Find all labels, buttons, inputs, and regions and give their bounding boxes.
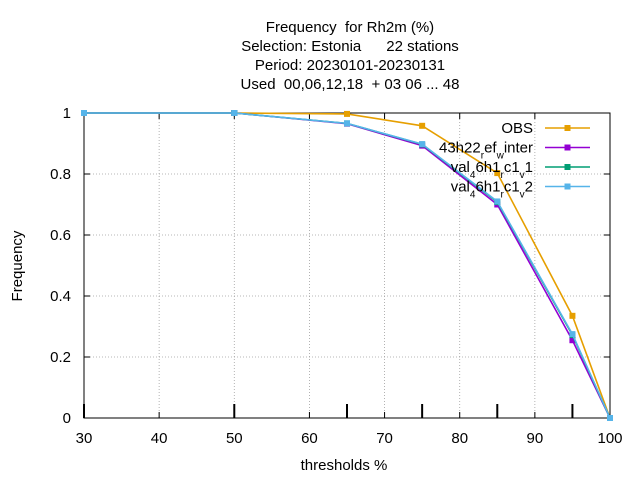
y-axis-ticks: 0 0.2 0.4 0.6 0.8 1 xyxy=(50,105,610,427)
x-tick-label: 70 xyxy=(376,430,393,447)
chart-title: Frequency for Rh2m (%) Selection: Estonia… xyxy=(241,19,460,93)
x-tick-label: 90 xyxy=(527,430,544,447)
data-point xyxy=(419,141,426,148)
legend-swatch-point xyxy=(564,164,571,170)
data-point xyxy=(494,198,501,205)
title-line: Frequency for Rh2m (%) xyxy=(266,19,434,36)
y-axis-label: Frequency xyxy=(9,230,26,301)
x-tick-label: 40 xyxy=(151,430,168,447)
legend-label: 43h22refwinter xyxy=(439,140,533,162)
grid-lines xyxy=(84,113,610,418)
data-point xyxy=(419,122,426,129)
title-line: Selection: Estonia 22 stations xyxy=(241,38,459,55)
y-tick-label: 0.4 xyxy=(50,288,71,305)
series-lines xyxy=(81,110,613,421)
data-point xyxy=(569,312,576,319)
x-tick-label: 100 xyxy=(597,430,622,447)
x-tick-label: 80 xyxy=(451,430,468,447)
x-axis-ticks: 30 40 50 60 70 80 90 100 xyxy=(76,113,623,447)
legend-swatch-point xyxy=(564,144,571,151)
title-line: Used 00,06,12,18 + 03 06 ... 48 xyxy=(241,76,460,93)
title-line: Period: 20230101-20230131 xyxy=(255,57,445,74)
legend-label: OBS xyxy=(501,120,533,137)
x-axis-label: thresholds % xyxy=(301,457,388,474)
data-point xyxy=(494,170,501,177)
legend: OBS 43h22refwinterval46h1rc1v1val46h1rc1v… xyxy=(439,120,590,200)
data-point xyxy=(569,331,576,338)
threshold-markers xyxy=(83,404,574,418)
x-tick-label: 50 xyxy=(226,430,243,447)
legend-swatch-point xyxy=(564,183,571,190)
data-point xyxy=(81,110,87,116)
y-tick-label: 1 xyxy=(63,105,71,122)
legend-label: val46h1rc1v1 xyxy=(451,159,533,181)
data-point xyxy=(231,110,238,116)
y-tick-label: 0.2 xyxy=(50,349,71,366)
legend-label: val46h1rc1v2 xyxy=(451,179,533,201)
data-point xyxy=(569,337,576,344)
y-tick-label: 0 xyxy=(63,410,71,427)
data-point xyxy=(607,415,613,421)
x-tick-label: 60 xyxy=(301,430,318,447)
x-tick-label: 30 xyxy=(76,430,93,447)
data-point xyxy=(344,120,350,127)
data-point xyxy=(344,110,350,117)
y-tick-label: 0.6 xyxy=(50,227,71,244)
legend-swatch-point xyxy=(564,125,571,131)
y-tick-label: 0.8 xyxy=(50,166,71,183)
